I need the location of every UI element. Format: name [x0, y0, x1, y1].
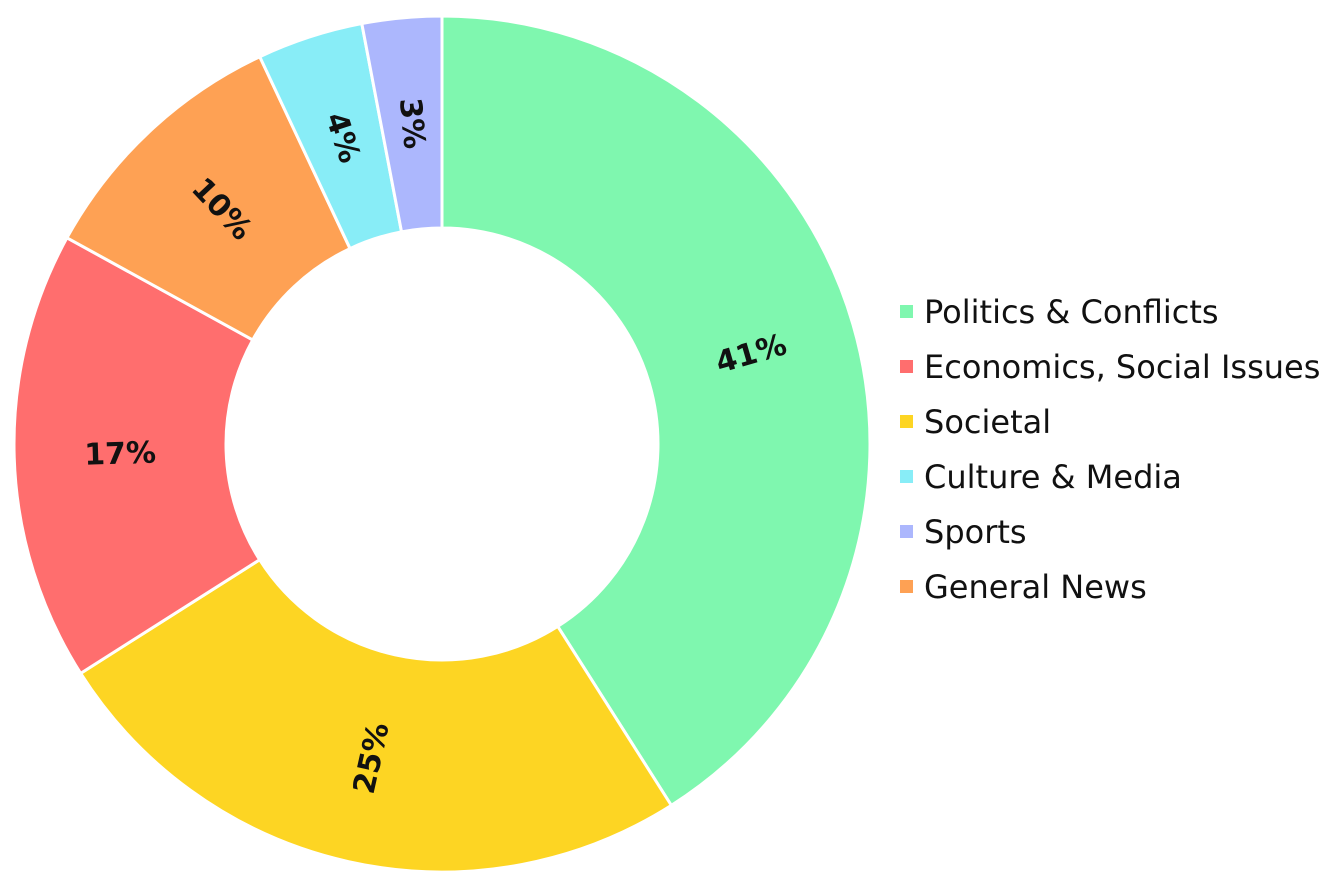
legend-label: Economics, Social Issues — [924, 347, 1321, 386]
legend-label: Politics & Conflicts — [924, 292, 1219, 331]
slice-economics-social-issues — [12, 236, 262, 675]
slice-label-economics-social-issues: 17% — [84, 435, 157, 472]
legend-label: Societal — [924, 402, 1052, 441]
legend-label: Culture & Media — [924, 457, 1182, 496]
legend-item-sports: Sports — [900, 504, 1320, 559]
legend-label: General News — [924, 567, 1147, 606]
legend-swatch — [900, 580, 913, 593]
slice-sports — [360, 14, 444, 234]
slice-label-sports: 3% — [392, 96, 432, 150]
legend-item-culture-and-media: Culture & Media — [900, 449, 1320, 504]
legend: Politics & Conflicts Economics, Social Is… — [900, 284, 1320, 614]
legend-item-politics-and-conflicts: Politics & Conflicts — [900, 284, 1320, 339]
legend-label: Sports — [924, 512, 1027, 551]
legend-item-general-news: General News — [900, 559, 1320, 614]
legend-swatch — [900, 470, 913, 483]
legend-swatch — [900, 360, 913, 373]
slices-group — [12, 14, 872, 874]
legend-swatch — [900, 525, 913, 538]
slice-politics-and-conflicts — [440, 14, 872, 807]
slice-societal — [79, 558, 673, 874]
legend-item-societal: Societal — [900, 394, 1320, 449]
legend-swatch — [900, 305, 913, 318]
legend-swatch — [900, 415, 913, 428]
legend-item-economics-social-issues: Economics, Social Issues — [900, 339, 1320, 394]
